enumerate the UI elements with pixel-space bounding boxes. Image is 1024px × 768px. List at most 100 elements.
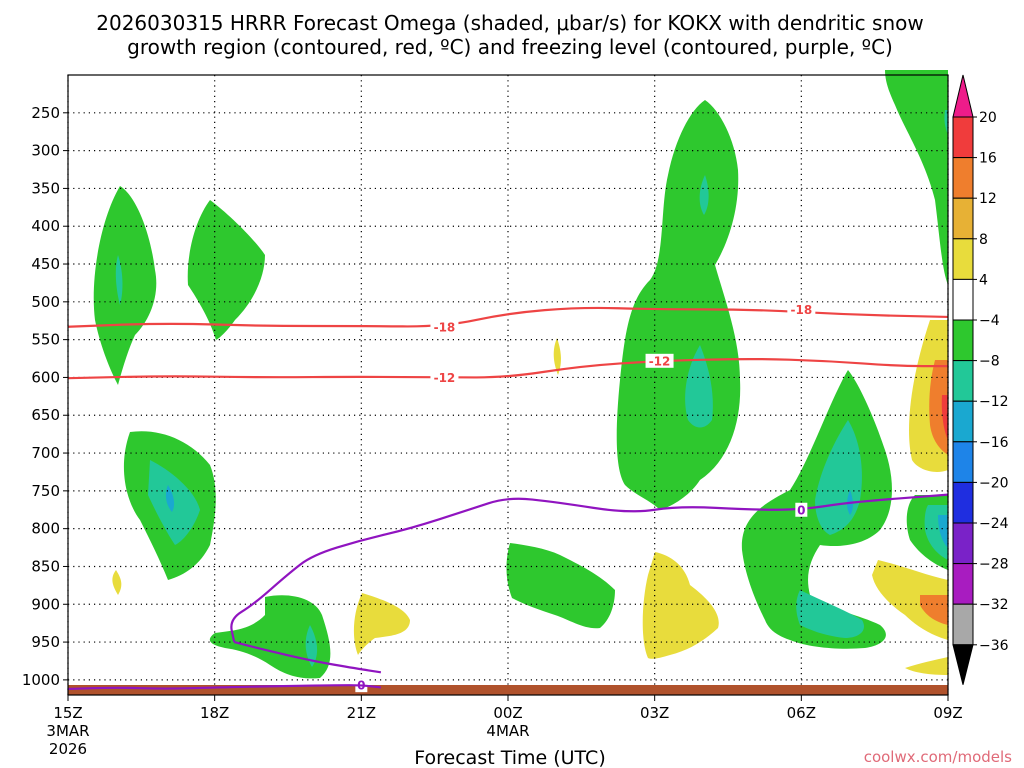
omega-cell-teal (115, 255, 123, 305)
dgz-minus-12-contour (67, 358, 948, 380)
colorbar-label: −16 (979, 435, 1009, 451)
colorbar-label: −36 (979, 638, 1009, 654)
y-tick-label: 250 (31, 104, 60, 122)
colorbar-label: −20 (979, 475, 1009, 491)
colorbar-label: 12 (979, 191, 997, 207)
colorbar-segment (952, 563, 974, 605)
contour-label-bg (787, 302, 816, 317)
omega-cell-teal (944, 110, 948, 135)
x-axis-label: Forecast Time (UTC) (414, 747, 605, 768)
omega-cell-red (941, 395, 948, 440)
omega-cell-teal (796, 590, 865, 638)
y-tick-label: 550 (31, 331, 60, 349)
colorbar-segment (952, 319, 974, 362)
omega-cell-yellow (353, 593, 410, 655)
colorbar-segment (952, 522, 974, 565)
colorbar-segment (952, 603, 974, 646)
y-tick-label: 800 (31, 520, 60, 538)
contour-label-bg (795, 502, 808, 517)
contour-label: -12 (434, 371, 456, 385)
omega-cell-blue (165, 485, 175, 512)
omega-cell-orange (920, 595, 948, 625)
contour-label: -18 (434, 320, 456, 334)
colorbar-segment (952, 481, 974, 524)
chart-title-line-1: 2026030315 HRRR Forecast Omega (shaded, … (96, 11, 923, 35)
contour-label: -12 (649, 354, 671, 368)
y-tick-label: 1000 (22, 671, 60, 689)
x-tick-date: 4MAR (486, 722, 529, 740)
colorbar-label: −4 (979, 313, 1000, 329)
dgz-minus-18-contour (67, 306, 949, 328)
colorbar-label: −8 (979, 354, 1000, 370)
omega-cell-yellow (872, 560, 948, 640)
colorbar-segment (952, 197, 974, 240)
omega-cell-orange (929, 360, 948, 455)
y-tick-label: 600 (31, 368, 60, 386)
colorbar-segment (952, 157, 974, 199)
colorbar-label: −12 (979, 394, 1009, 410)
contour-label: 0 (797, 503, 805, 517)
colorbar-segment (952, 238, 974, 280)
x-tick-label: 06Z (787, 704, 816, 722)
colorbar-label: 8 (979, 232, 988, 248)
y-tick-label: 350 (31, 179, 60, 197)
colorbar-segment (952, 360, 974, 402)
x-tick-label: 15Z (53, 704, 82, 722)
omega-shading (93, 70, 948, 679)
omega-cell-yellow (642, 552, 719, 659)
omega-cell-green (187, 200, 265, 340)
omega-cell-green (885, 70, 948, 285)
x-tick-label: 03Z (640, 704, 669, 722)
x-tick-label: 09Z (933, 704, 962, 722)
x-tick-label: 00Z (493, 704, 522, 722)
contour-label: -18 (790, 303, 812, 317)
colorbar-segment (952, 116, 974, 159)
y-tick-label: 750 (31, 482, 60, 500)
y-tick-label: 700 (31, 444, 60, 462)
freezing-level-surface-contour (67, 684, 382, 691)
credit-text: coolwx.com/models (864, 748, 1012, 766)
colorbar-bottom-arrow (952, 644, 974, 685)
y-tick-label: 300 (31, 142, 60, 160)
freezing-level-return-contour (233, 641, 382, 674)
colorbar: 20 16 12 8 4 −4 −8 −12 −16 −20 −24 −28 −32 −36 (952, 74, 1009, 685)
colorbar-segment (952, 400, 974, 443)
contour-label-bg (430, 370, 459, 385)
omega-cell-teal (305, 625, 318, 667)
contour-label-bg (430, 319, 459, 334)
y-axis-ticks: 250 300 350 400 450 500 550 600 650 700 750 800 850 9… (22, 104, 68, 689)
omega-cell-yellow (553, 338, 561, 375)
x-tick-label: 21Z (347, 704, 376, 722)
y-tick-label: 850 (31, 557, 60, 575)
colorbar-segment (952, 441, 974, 483)
omega-cell-blue (938, 515, 948, 548)
omega-cell-teal (685, 345, 713, 428)
freezing-level-contour (230, 493, 949, 643)
colorbar-label: −24 (979, 516, 1009, 532)
chart-title-line-2: growth region (contoured, red, ºC) and f… (127, 35, 893, 59)
y-tick-label: 900 (31, 595, 60, 613)
y-tick-label: 400 (31, 217, 60, 235)
y-tick-label: 500 (31, 293, 60, 311)
x-tick-year: 2026 (49, 740, 87, 758)
colorbar-label: −28 (979, 557, 1009, 573)
omega-cell-green (506, 543, 615, 629)
y-tick-label: 650 (31, 406, 60, 424)
y-tick-label: 950 (31, 633, 60, 651)
omega-cell-yellow (905, 657, 948, 675)
colorbar-top-arrow (952, 74, 974, 118)
colorbar-label: −32 (979, 597, 1009, 613)
omega-cell-teal (699, 175, 709, 215)
omega-cell-green (93, 186, 157, 385)
contour-label-bg (645, 353, 674, 368)
x-tick-date: 3MAR (46, 722, 89, 740)
colorbar-label: 20 (979, 110, 997, 126)
colorbar-segment (952, 278, 974, 321)
x-tick-label: 18Z (200, 704, 229, 722)
y-tick-label: 450 (31, 255, 60, 273)
colorbar-label: 16 (979, 151, 997, 167)
omega-cell-yellow (112, 570, 122, 595)
